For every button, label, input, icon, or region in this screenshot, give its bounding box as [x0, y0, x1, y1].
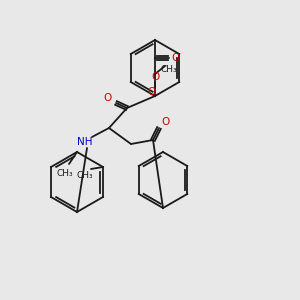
- Text: O: O: [161, 117, 169, 127]
- Text: CH₃: CH₃: [57, 169, 73, 178]
- Text: O: O: [151, 72, 159, 82]
- Text: O: O: [148, 87, 156, 97]
- Text: CH₃: CH₃: [77, 172, 93, 181]
- Text: O: O: [104, 93, 112, 103]
- Text: NH: NH: [77, 137, 93, 147]
- Text: O: O: [172, 53, 180, 63]
- Text: CH₃: CH₃: [161, 65, 177, 74]
